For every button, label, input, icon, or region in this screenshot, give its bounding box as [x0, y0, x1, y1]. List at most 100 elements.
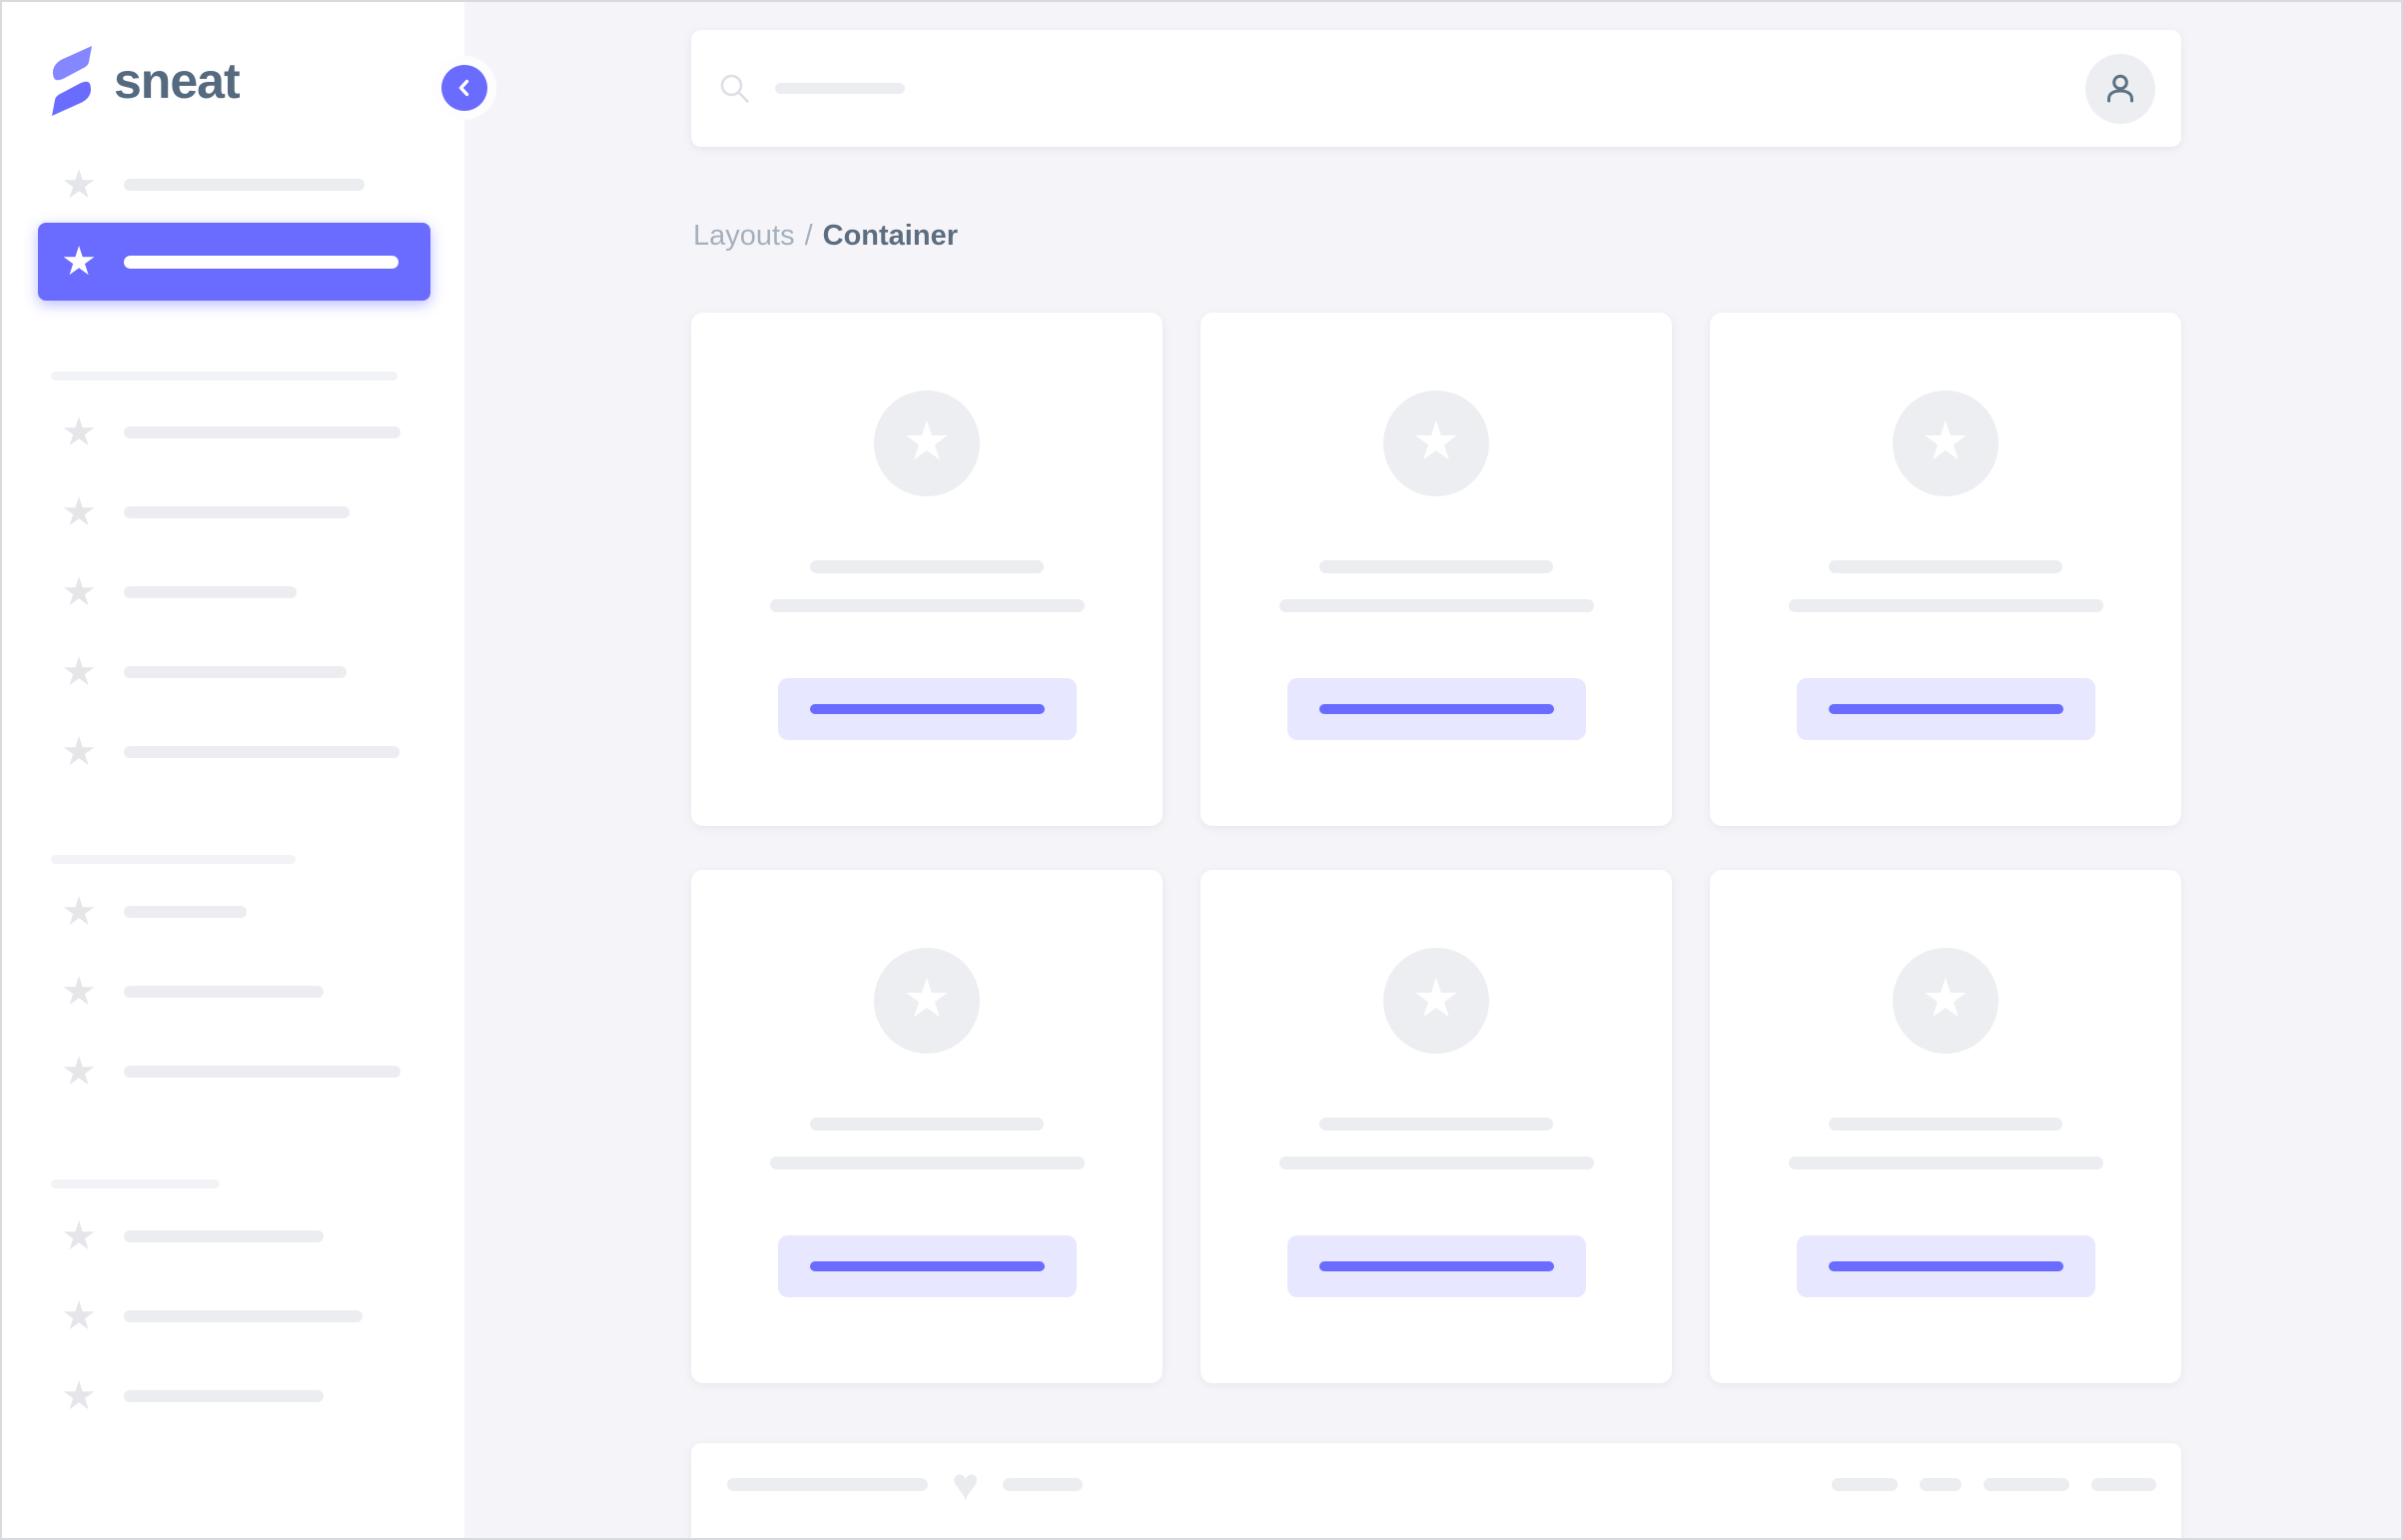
skeleton-bar	[124, 506, 350, 518]
placeholder-card: ★	[691, 870, 1163, 1383]
star-icon: ★	[61, 1214, 97, 1258]
skeleton-bar	[124, 1230, 324, 1242]
sidebar-item-skeleton[interactable]: ★	[2, 484, 464, 540]
star-icon: ★	[61, 410, 97, 454]
top-navbar	[691, 30, 2181, 147]
breadcrumb-parent[interactable]: Layouts	[693, 220, 795, 252]
placeholder-card: ★	[1710, 870, 2181, 1383]
skeleton-bar	[124, 746, 400, 758]
chevron-left-icon	[458, 79, 469, 97]
placeholder-card: ★	[1201, 870, 1672, 1383]
button-label-skeleton	[809, 704, 1045, 714]
card-avatar: ★	[874, 948, 980, 1054]
card-action-button[interactable]	[1286, 678, 1586, 740]
person-icon	[2107, 74, 2133, 102]
sidebar-item-skeleton[interactable]: ★	[2, 884, 464, 940]
card-avatar: ★	[1893, 390, 1999, 496]
card-avatar: ★	[1893, 948, 1999, 1054]
star-icon: ★	[61, 1374, 97, 1418]
star-icon: ★	[61, 730, 97, 774]
placeholder-card: ★	[691, 313, 1163, 826]
star-icon: ★	[61, 890, 97, 934]
card-action-button[interactable]	[1286, 1235, 1586, 1297]
skeleton-bar	[124, 426, 400, 438]
card-avatar: ★	[1383, 948, 1489, 1054]
sidebar-item-skeleton[interactable]: ★	[2, 404, 464, 460]
card-action-button[interactable]	[1796, 1235, 2095, 1297]
section-divider	[51, 1179, 220, 1188]
star-icon: ★	[61, 970, 97, 1014]
card-avatar: ★	[1383, 390, 1489, 496]
star-icon: ★	[61, 650, 97, 694]
skeleton-bar	[124, 1066, 400, 1078]
sidebar-section: ★ ★ ★	[2, 1208, 464, 1448]
skeleton-bar	[124, 666, 347, 678]
skeleton-bar	[124, 986, 324, 998]
skeleton-bar	[124, 1310, 363, 1322]
button-label-skeleton	[809, 1261, 1045, 1271]
sidebar-item-active[interactable]: ★	[38, 223, 430, 301]
sidebar-item-skeleton[interactable]: ★	[2, 1368, 464, 1424]
button-label-skeleton	[1318, 704, 1554, 714]
star-icon: ★	[1411, 969, 1461, 1029]
card-action-button[interactable]	[1796, 678, 2095, 740]
skeleton-bar	[124, 586, 297, 598]
card-action-button[interactable]	[777, 678, 1077, 740]
sidebar-item-skeleton[interactable]: ★	[2, 1208, 464, 1264]
search-icon	[720, 74, 749, 103]
skeleton-line	[810, 1118, 1044, 1131]
star-icon: ★	[1921, 969, 1971, 1029]
heart-icon: ♥	[952, 1458, 980, 1510]
card-avatar: ★	[874, 390, 980, 496]
search-input[interactable]	[691, 30, 2085, 147]
skeleton-line	[1829, 1118, 2062, 1131]
breadcrumb-separator: /	[804, 220, 813, 252]
card-grid: ★ ★ ★ ★ ★	[691, 313, 2181, 1383]
skeleton-bar	[727, 1477, 928, 1491]
footer-left-group: ♥	[691, 1458, 1084, 1510]
breadcrumb: Layouts / Container	[693, 220, 958, 253]
skeleton-line	[1319, 560, 1553, 573]
skeleton-line	[810, 560, 1044, 573]
sidebar-item-skeleton[interactable]: ★	[2, 724, 464, 780]
section-divider	[51, 372, 398, 381]
sidebar-section: ★ ★ ★ ★ ★	[2, 404, 464, 804]
skeleton-line	[1278, 1156, 1594, 1169]
skeleton-pill	[1984, 1477, 2069, 1491]
skeleton-line	[1278, 599, 1594, 612]
skeleton-bar	[124, 255, 399, 269]
skeleton-line	[1788, 1156, 2103, 1169]
sidebar-item-skeleton[interactable]: ★	[2, 1288, 464, 1344]
star-icon: ★	[61, 1294, 97, 1338]
placeholder-card: ★	[1201, 313, 1672, 826]
skeleton-bar	[124, 1390, 324, 1402]
sidebar-item-skeleton[interactable]: ★	[2, 644, 464, 700]
skeleton-pill	[1920, 1477, 1962, 1491]
sidebar-collapse-button[interactable]	[441, 65, 487, 111]
skeleton-bar	[124, 906, 247, 918]
sidebar-item-skeleton[interactable]: ★	[2, 157, 464, 213]
footer-pagination-skeleton	[1832, 1477, 2181, 1491]
skeleton-line	[769, 1156, 1085, 1169]
skeleton-pill	[1832, 1477, 1898, 1491]
card-action-button[interactable]	[777, 1235, 1077, 1297]
skeleton-line	[1829, 560, 2062, 573]
placeholder-card: ★	[1710, 313, 2181, 826]
sneat-logo-icon	[52, 46, 92, 116]
button-label-skeleton	[1318, 1261, 1554, 1271]
search-placeholder-skeleton	[775, 83, 905, 94]
user-avatar-button[interactable]	[2085, 53, 2155, 124]
star-icon: ★	[61, 570, 97, 614]
sidebar-item-skeleton[interactable]: ★	[2, 1044, 464, 1100]
brand[interactable]: sneat	[48, 46, 241, 116]
sidebar-item-skeleton[interactable]: ★	[2, 964, 464, 1020]
skeleton-line	[1788, 599, 2103, 612]
star-icon: ★	[61, 490, 97, 534]
sidebar-item-skeleton[interactable]: ★	[2, 564, 464, 620]
skeleton-line	[1319, 1118, 1553, 1131]
star-icon: ★	[1921, 411, 1971, 471]
breadcrumb-current: Container	[822, 220, 958, 252]
skeleton-bar	[1003, 1477, 1084, 1491]
star-icon: ★	[1411, 411, 1461, 471]
